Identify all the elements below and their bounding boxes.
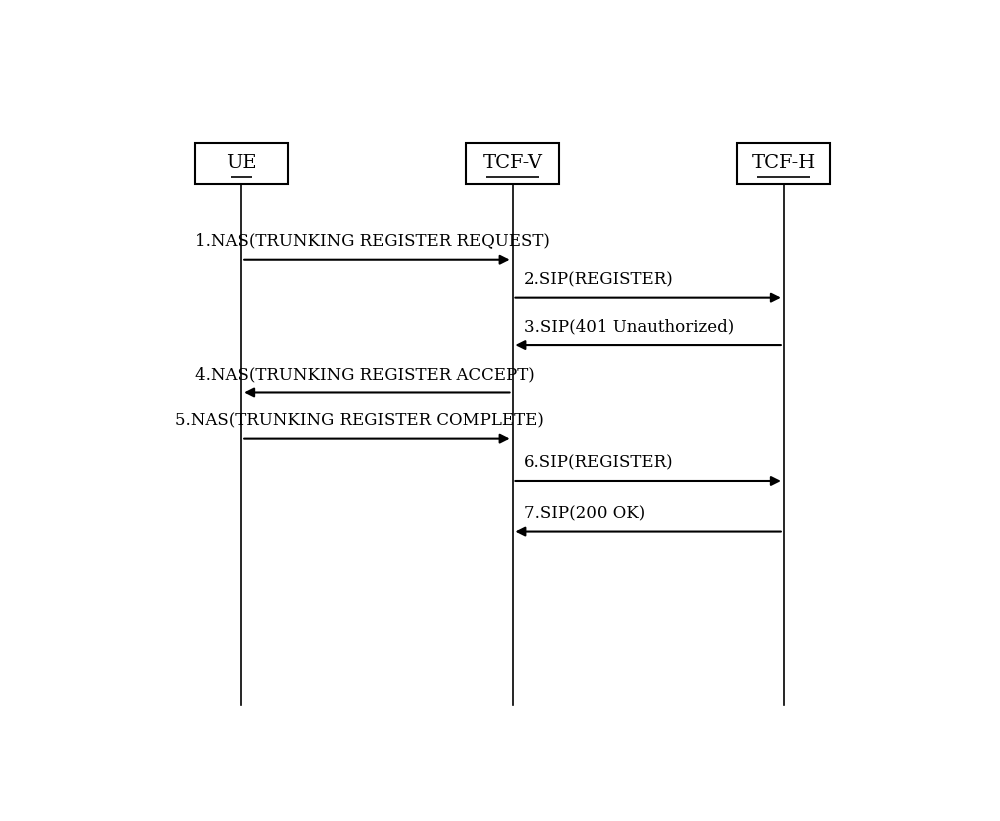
Text: 2.SIP(REGISTER): 2.SIP(REGISTER) xyxy=(524,271,674,288)
Text: 4.NAS(TRUNKING REGISTER ACCEPT): 4.NAS(TRUNKING REGISTER ACCEPT) xyxy=(195,366,534,383)
Text: UE: UE xyxy=(226,154,256,172)
Bar xyxy=(466,143,559,184)
Bar xyxy=(737,143,830,184)
Text: TCF-V: TCF-V xyxy=(482,154,542,172)
Bar xyxy=(195,143,288,184)
Text: 7.SIP(200 OK): 7.SIP(200 OK) xyxy=(524,505,645,522)
Text: 6.SIP(REGISTER): 6.SIP(REGISTER) xyxy=(524,455,674,471)
Text: TCF-H: TCF-H xyxy=(752,154,816,172)
Text: 3.SIP(401 Unauthorized): 3.SIP(401 Unauthorized) xyxy=(524,319,734,336)
Text: 5.NAS(TRUNKING REGISTER COMPLETE): 5.NAS(TRUNKING REGISTER COMPLETE) xyxy=(175,412,544,429)
Text: 1.NAS(TRUNKING REGISTER REQUEST): 1.NAS(TRUNKING REGISTER REQUEST) xyxy=(195,232,550,249)
